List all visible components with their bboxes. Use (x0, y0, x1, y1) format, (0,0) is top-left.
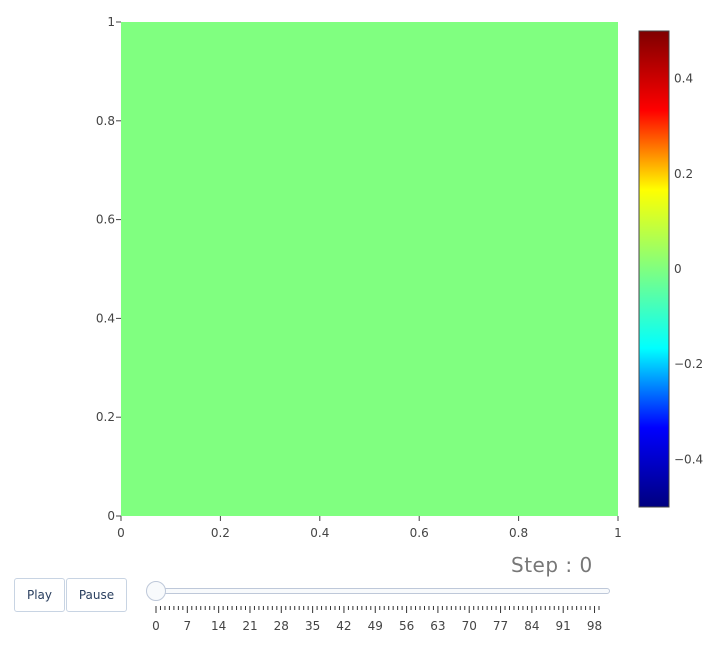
x-tick-label: 1 (614, 526, 622, 540)
colorbar-tick-label: −0.4 (674, 452, 703, 466)
slider-tick-label: 35 (305, 619, 320, 633)
pause-button[interactable]: Pause (66, 578, 127, 612)
x-tick-label: 0.6 (410, 526, 429, 540)
slider-tick-label: 56 (399, 619, 414, 633)
slider-tick-label: 70 (462, 619, 477, 633)
slider-tick-label: 14 (211, 619, 226, 633)
slider-tick-label: 0 (152, 619, 160, 633)
slider-tick-label: 98 (587, 619, 602, 633)
colorbar-tick-label: 0.2 (674, 167, 693, 181)
y-tick-label: 0 (107, 509, 115, 523)
colorbar-tick-label: −0.2 (674, 357, 703, 371)
y-tick-label: 0.4 (96, 311, 115, 325)
slider-tick-label: 21 (242, 619, 257, 633)
slider-tick-label: 84 (524, 619, 539, 633)
slider-tick-label: 63 (430, 619, 445, 633)
slider-tick-label: 28 (274, 619, 289, 633)
step-slider-handle[interactable] (146, 581, 166, 601)
slider-tick-label: 91 (556, 619, 571, 633)
colorbar (638, 30, 670, 508)
slider-tick-label: 49 (368, 619, 383, 633)
y-axis: 0 0.2 0.4 0.6 0.8 1 (96, 15, 121, 523)
step-label: Step : 0 (511, 553, 593, 577)
play-button[interactable]: Play (14, 578, 65, 612)
heatmap-cell (121, 22, 618, 516)
slider-axis: 0 7 14 21 28 35 42 49 56 63 70 77 84 91 98 (152, 606, 602, 633)
slider-tick-label: 77 (493, 619, 508, 633)
step-slider-rail[interactable] (155, 588, 610, 594)
x-tick-label: 0.2 (211, 526, 230, 540)
slider-tick-label: 42 (336, 619, 351, 633)
y-tick-label: 0.2 (96, 410, 115, 424)
colorbar-axis: 0.4 0.2 0 −0.2 −0.4 (674, 72, 703, 467)
x-axis: 0 0.2 0.4 0.6 0.8 1 (117, 516, 622, 540)
y-tick-label: 0.8 (96, 114, 115, 128)
x-tick-label: 0.4 (310, 526, 329, 540)
colorbar-tick-label: 0 (674, 262, 682, 276)
x-tick-label: 0 (117, 526, 125, 540)
x-tick-label: 0.8 (509, 526, 528, 540)
y-tick-label: 0.6 (96, 213, 115, 227)
colorbar-tick-label: 0.4 (674, 72, 693, 86)
y-tick-label: 1 (107, 15, 115, 29)
slider-tick-label: 7 (184, 619, 192, 633)
